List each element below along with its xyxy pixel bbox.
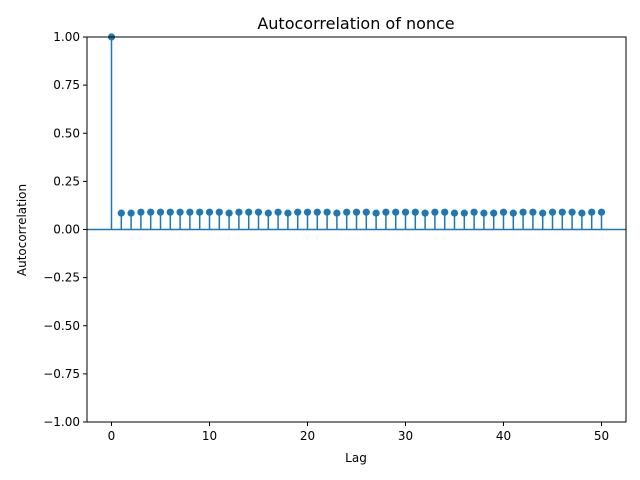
stem-marker: [205, 208, 214, 216]
y-tick-label: −0.75: [43, 367, 80, 381]
stem-marker: [294, 208, 302, 216]
stem-marker: [460, 209, 468, 217]
stem-marker: [372, 209, 380, 217]
x-tick-label: 20: [300, 429, 315, 443]
stem-marker: [382, 208, 390, 216]
y-axis-label: Autocorrelation: [15, 184, 29, 276]
stem-marker: [147, 208, 155, 216]
x-tick-label: 10: [202, 429, 217, 443]
stem-marker: [578, 209, 586, 217]
plot-frame: [86, 36, 627, 423]
stem-marker: [333, 209, 341, 217]
stem-marker: [470, 208, 478, 216]
stem-marker: [264, 209, 272, 217]
stem-marker: [352, 208, 361, 216]
stem-marker: [558, 208, 566, 216]
x-axis-label: Lag: [345, 451, 367, 465]
x-tick-label: 0: [108, 429, 116, 443]
y-tick-label: 0.00: [53, 223, 80, 237]
stem-marker: [392, 208, 400, 216]
stem-marker: [548, 208, 557, 216]
chart-title: Autocorrelation of nonce: [257, 14, 454, 33]
y-tick-label: 0.75: [53, 78, 80, 92]
stem-marker: [343, 208, 351, 216]
stem-marker: [245, 208, 253, 216]
x-tick-label: 40: [496, 429, 511, 443]
x-tick-label: 30: [398, 429, 413, 443]
y-axis-ticks: −1.00 −0.75 −0.50 −0.25 0.00 0.25 0.50 0.75 1.00: [43, 30, 87, 429]
stem-marker: [235, 208, 243, 216]
stem-marker: [176, 208, 184, 216]
stem-marker: [431, 208, 439, 216]
stem-marker: [196, 208, 204, 216]
stem-marker: [499, 208, 508, 216]
stem-marker: [480, 209, 488, 217]
stem-marker: [529, 208, 537, 216]
stem-marker: [597, 208, 606, 216]
stem-marker: [539, 209, 547, 217]
acf-stems: [87, 33, 626, 231]
y-tick-label: 1.00: [53, 30, 80, 44]
stem-marker: [519, 208, 527, 216]
stem-marker: [450, 209, 459, 217]
stem-marker: [401, 208, 410, 216]
y-tick-label: 0.25: [53, 174, 80, 188]
stem-marker: [313, 208, 321, 216]
y-tick-label: −0.50: [43, 319, 80, 333]
stem-marker: [254, 208, 263, 216]
x-tick-label: 50: [594, 429, 609, 443]
stem-marker: [362, 208, 370, 216]
x-axis-ticks: 0 10 20 30 40 50: [108, 422, 609, 443]
stem-marker: [323, 208, 331, 216]
stem-marker: [411, 208, 419, 216]
stem-marker: [509, 209, 517, 217]
y-tick-label: 0.50: [53, 126, 80, 140]
stem-marker: [490, 209, 498, 217]
stem-marker: [284, 209, 292, 217]
stem-marker: [303, 208, 312, 216]
stem-marker: [117, 209, 125, 217]
stem-marker: [441, 208, 449, 216]
stem-marker: [225, 209, 233, 217]
stem-marker: [215, 208, 223, 216]
stem-marker: [156, 208, 165, 216]
y-tick-label: −1.00: [43, 415, 80, 429]
stem-marker: [568, 208, 576, 216]
stem-marker: [588, 208, 596, 216]
stem-marker: [127, 209, 135, 217]
stem-marker: [274, 208, 282, 216]
stem-marker: [137, 208, 145, 216]
y-tick-label: −0.25: [43, 271, 80, 285]
stem-marker: [166, 208, 174, 216]
stem-marker: [421, 209, 429, 217]
stem-marker: [186, 208, 194, 216]
